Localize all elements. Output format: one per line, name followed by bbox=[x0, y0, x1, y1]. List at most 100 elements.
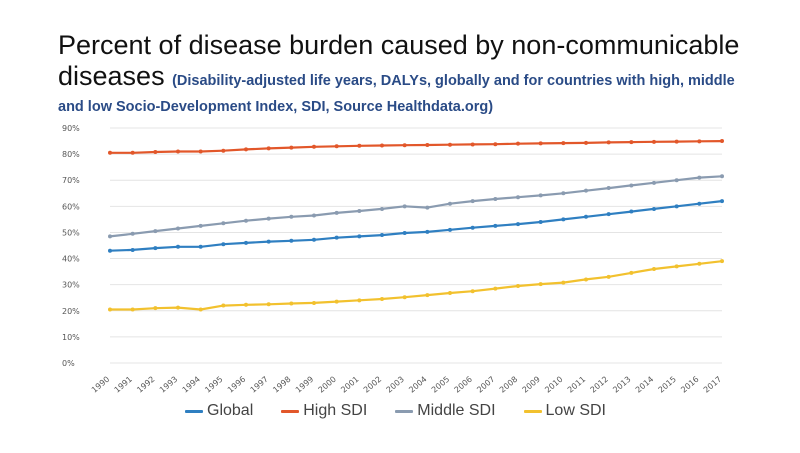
data-point-global bbox=[266, 239, 271, 244]
data-point-middle-sdi bbox=[697, 175, 702, 180]
data-point-high-sdi bbox=[402, 143, 407, 148]
data-point-middle-sdi bbox=[470, 199, 475, 204]
data-point-global bbox=[402, 230, 407, 235]
data-point-middle-sdi bbox=[198, 223, 203, 228]
data-point-high-sdi bbox=[312, 144, 316, 149]
legend-item-global: Global bbox=[185, 402, 253, 420]
x-tick-label: 1994 bbox=[181, 375, 202, 395]
data-point-high-sdi bbox=[584, 140, 588, 145]
data-point-low-sdi bbox=[697, 261, 702, 266]
data-point-low-sdi bbox=[629, 270, 634, 275]
x-tick-label: 1993 bbox=[158, 375, 179, 395]
data-point-high-sdi bbox=[674, 139, 679, 144]
legend-swatch bbox=[395, 409, 414, 413]
data-point-low-sdi bbox=[584, 277, 588, 282]
x-tick-label: 2017 bbox=[702, 375, 723, 395]
legend-label: Middle SDI bbox=[417, 402, 496, 419]
chart-title-line2: diseases (Disability-adjusted life years… bbox=[58, 61, 788, 97]
data-point-middle-sdi bbox=[402, 204, 407, 209]
data-point-middle-sdi bbox=[176, 226, 180, 231]
data-point-high-sdi bbox=[289, 145, 294, 150]
data-point-middle-sdi bbox=[652, 180, 656, 185]
data-point-global bbox=[561, 217, 566, 222]
data-point-global bbox=[697, 201, 702, 206]
data-point-global bbox=[130, 247, 135, 252]
data-point-low-sdi bbox=[312, 300, 316, 305]
x-tick-label: 2002 bbox=[362, 375, 383, 395]
y-tick-label: 30% bbox=[62, 281, 80, 290]
x-tick-label: 1991 bbox=[113, 375, 134, 395]
data-point-high-sdi bbox=[198, 149, 203, 154]
data-point-high-sdi bbox=[244, 147, 248, 152]
x-tick-label: 2011 bbox=[566, 375, 587, 395]
chart-subtitle: (Disability-adjusted life years, DALYs, … bbox=[172, 73, 735, 89]
data-point-middle-sdi bbox=[289, 214, 294, 219]
y-tick-label: 80% bbox=[62, 150, 80, 159]
chart-legend: Global High SDI Middle SDI Low SDI bbox=[185, 402, 606, 420]
data-point-low-sdi bbox=[244, 302, 248, 307]
data-point-low-sdi bbox=[380, 297, 384, 302]
data-point-middle-sdi bbox=[448, 201, 452, 206]
y-tick-label: 60% bbox=[62, 202, 80, 211]
data-point-low-sdi bbox=[674, 264, 679, 269]
series-line-low-sdi bbox=[110, 260, 723, 311]
data-point-middle-sdi bbox=[538, 193, 543, 198]
data-point-global bbox=[516, 222, 520, 227]
data-point-global bbox=[176, 244, 180, 249]
y-tick-label: 90% bbox=[62, 124, 80, 133]
x-tick-label: 2005 bbox=[430, 375, 451, 395]
y-tick-label: 0% bbox=[62, 359, 75, 368]
data-point-middle-sdi bbox=[312, 213, 316, 218]
x-tick-label: 2016 bbox=[679, 375, 700, 395]
data-point-low-sdi bbox=[493, 286, 498, 291]
data-point-high-sdi bbox=[380, 143, 384, 148]
data-point-low-sdi bbox=[470, 289, 475, 294]
data-point-global bbox=[720, 199, 724, 204]
data-point-high-sdi bbox=[176, 149, 180, 154]
data-point-low-sdi bbox=[266, 302, 271, 307]
x-tick-label: 2013 bbox=[611, 375, 632, 395]
data-point-high-sdi bbox=[221, 148, 226, 153]
data-point-global bbox=[674, 204, 679, 209]
data-point-high-sdi bbox=[516, 141, 520, 146]
data-point-global bbox=[312, 237, 316, 242]
data-point-global bbox=[425, 229, 430, 234]
data-point-low-sdi bbox=[153, 306, 158, 311]
x-tick-label: 2000 bbox=[317, 375, 338, 395]
data-point-low-sdi bbox=[176, 305, 180, 310]
chart-title-block: Percent of disease burden caused by non-… bbox=[58, 30, 788, 117]
data-point-middle-sdi bbox=[266, 216, 271, 221]
data-point-middle-sdi bbox=[516, 195, 520, 200]
data-point-low-sdi bbox=[130, 307, 135, 312]
legend-swatch bbox=[281, 409, 300, 413]
data-point-global bbox=[538, 220, 543, 224]
data-point-global bbox=[584, 214, 588, 219]
x-tick-label: 2012 bbox=[589, 375, 610, 395]
data-point-low-sdi bbox=[561, 280, 566, 285]
y-tick-label: 10% bbox=[62, 333, 80, 342]
data-point-high-sdi bbox=[470, 142, 475, 147]
data-point-high-sdi bbox=[493, 142, 498, 147]
series-line-high-sdi bbox=[110, 140, 723, 154]
data-point-global bbox=[198, 244, 203, 249]
series-line-global bbox=[109, 200, 723, 252]
x-tick-label: 1990 bbox=[90, 375, 111, 395]
data-point-high-sdi bbox=[448, 142, 452, 147]
data-point-high-sdi bbox=[652, 139, 656, 144]
legend-item-high-sdi: High SDI bbox=[281, 402, 367, 420]
data-point-middle-sdi bbox=[244, 218, 248, 223]
data-point-global bbox=[493, 223, 498, 228]
y-tick-label: 20% bbox=[62, 307, 80, 316]
x-tick-label: 2003 bbox=[385, 375, 406, 395]
data-point-low-sdi bbox=[334, 299, 339, 304]
y-tick-label: 40% bbox=[62, 255, 80, 264]
series-line-middle-sdi bbox=[109, 175, 723, 238]
x-tick-label: 1998 bbox=[271, 375, 292, 395]
data-point-global bbox=[108, 248, 112, 253]
data-point-low-sdi bbox=[198, 307, 203, 312]
legend-label: Low SDI bbox=[545, 402, 606, 419]
legend-item-middle-sdi: Middle SDI bbox=[395, 402, 496, 420]
data-point-middle-sdi bbox=[108, 234, 112, 239]
data-point-global bbox=[470, 225, 475, 230]
